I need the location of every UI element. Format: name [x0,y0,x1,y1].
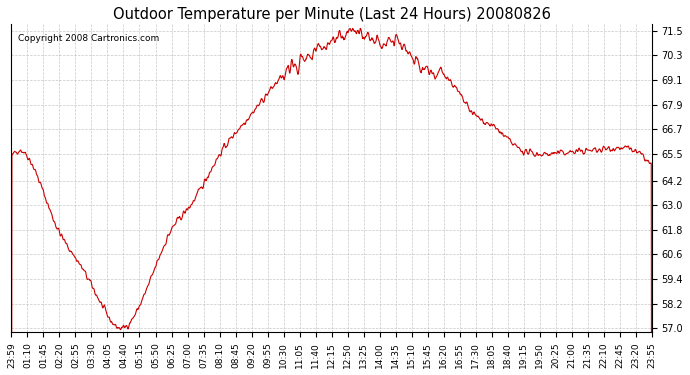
Text: Copyright 2008 Cartronics.com: Copyright 2008 Cartronics.com [18,34,159,43]
Title: Outdoor Temperature per Minute (Last 24 Hours) 20080826: Outdoor Temperature per Minute (Last 24 … [112,7,551,22]
